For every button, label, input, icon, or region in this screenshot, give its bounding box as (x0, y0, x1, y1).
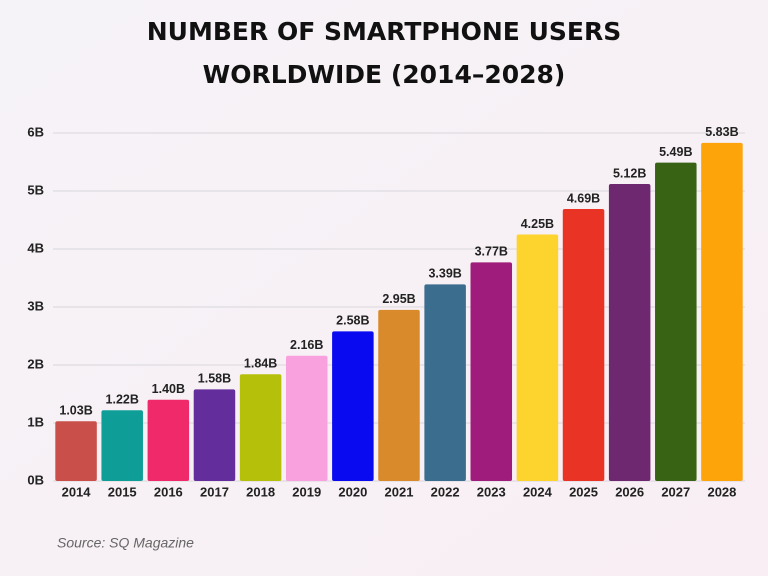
x-tick-label: 2017 (200, 484, 229, 499)
chart-title: WORLDWIDE (2014–2028) (203, 60, 566, 89)
x-tick-label: 2019 (292, 484, 321, 499)
value-label: 3.77B (475, 245, 508, 259)
value-label: 2.58B (336, 314, 369, 328)
bar (55, 421, 97, 481)
bar (655, 162, 697, 481)
x-tick-label: 2028 (707, 484, 736, 499)
bar (516, 234, 559, 481)
bar (608, 184, 651, 482)
value-label: 1.58B (198, 372, 231, 386)
y-tick-label: 4B (27, 240, 44, 255)
bar (332, 331, 374, 481)
value-label: 5.83B (705, 125, 738, 139)
value-label: 4.69B (567, 191, 600, 205)
value-label: 1.22B (106, 393, 139, 407)
x-tick-label: 2022 (431, 484, 460, 499)
x-tick-label: 2023 (477, 484, 506, 499)
bar (193, 389, 236, 481)
value-label: 1.40B (152, 382, 185, 396)
chart-title: NUMBER OF SMARTPHONE USERS (147, 17, 621, 46)
bar (239, 374, 282, 481)
y-tick-label: 1B (27, 414, 44, 429)
y-tick-label: 0B (27, 472, 44, 487)
value-label: 1.03B (59, 404, 92, 418)
bar (701, 142, 743, 482)
x-tick-label: 2026 (615, 484, 644, 499)
x-tick-label: 2016 (154, 484, 183, 499)
y-tick-label: 2B (27, 356, 44, 371)
x-tick-label: 2021 (385, 484, 414, 499)
value-label: 1.84B (244, 357, 277, 371)
x-tick-label: 2020 (338, 484, 367, 499)
y-tick-label: 5B (27, 182, 44, 197)
value-label: 2.16B (290, 338, 323, 352)
bar (562, 208, 605, 482)
bar (285, 355, 328, 481)
y-tick-label: 6B (27, 124, 44, 139)
bar (424, 284, 466, 481)
bar (378, 309, 420, 481)
x-tick-label: 2015 (108, 484, 137, 499)
value-label: 2.95B (382, 292, 415, 306)
bar (470, 262, 513, 481)
y-tick-label: 3B (27, 298, 44, 313)
source-note: Source: SQ Magazine (57, 535, 194, 551)
x-tick-label: 2014 (62, 484, 92, 499)
value-label: 4.25B (521, 217, 554, 231)
bar (147, 399, 190, 481)
bar (101, 410, 143, 481)
x-tick-label: 2027 (661, 484, 690, 499)
x-tick-label: 2018 (246, 484, 275, 499)
value-label: 5.49B (659, 145, 692, 159)
value-label: 3.39B (428, 267, 461, 281)
x-tick-label: 2025 (569, 484, 598, 499)
x-tick-label: 2024 (523, 484, 553, 499)
value-label: 5.12B (613, 166, 646, 180)
